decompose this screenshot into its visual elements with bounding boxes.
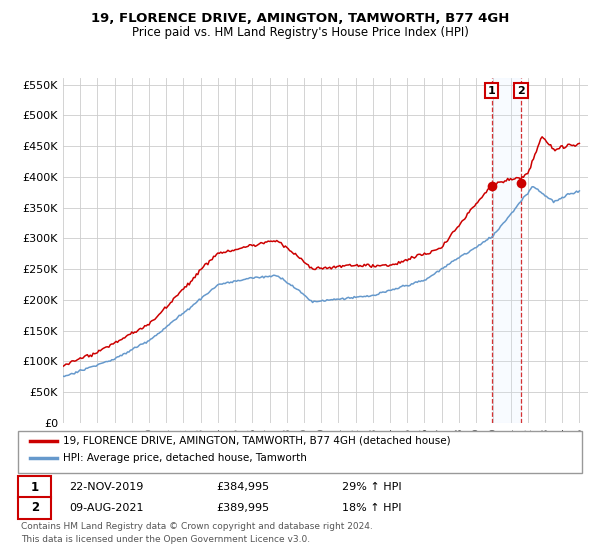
Text: 09-AUG-2021: 09-AUG-2021 <box>69 503 143 513</box>
Text: 2: 2 <box>517 86 525 96</box>
Text: 1: 1 <box>488 86 496 96</box>
Text: 19, FLORENCE DRIVE, AMINGTON, TAMWORTH, B77 4GH: 19, FLORENCE DRIVE, AMINGTON, TAMWORTH, … <box>91 12 509 25</box>
Text: 29% ↑ HPI: 29% ↑ HPI <box>342 482 401 492</box>
Text: 18% ↑ HPI: 18% ↑ HPI <box>342 503 401 513</box>
Text: Contains HM Land Registry data © Crown copyright and database right 2024.
This d: Contains HM Land Registry data © Crown c… <box>21 522 373 544</box>
Text: £389,995: £389,995 <box>216 503 269 513</box>
Text: 2: 2 <box>31 501 39 515</box>
Text: 19, FLORENCE DRIVE, AMINGTON, TAMWORTH, B77 4GH (detached house): 19, FLORENCE DRIVE, AMINGTON, TAMWORTH, … <box>63 436 451 446</box>
Text: HPI: Average price, detached house, Tamworth: HPI: Average price, detached house, Tamw… <box>63 452 307 463</box>
Bar <box>491 78 521 423</box>
Text: Price paid vs. HM Land Registry's House Price Index (HPI): Price paid vs. HM Land Registry's House … <box>131 26 469 39</box>
Text: £384,995: £384,995 <box>216 482 269 492</box>
Text: 1: 1 <box>31 480 39 494</box>
Text: 22-NOV-2019: 22-NOV-2019 <box>69 482 143 492</box>
